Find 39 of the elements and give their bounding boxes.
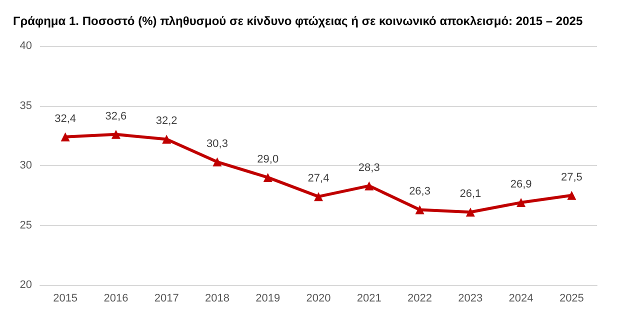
data-label: 26,3 [409, 186, 430, 198]
y-tick-label: 20 [20, 279, 32, 291]
data-label: 26,1 [460, 188, 482, 200]
point [111, 130, 120, 139]
x-tick-label: 2018 [204, 292, 230, 304]
data-label: 26,9 [510, 178, 532, 191]
point [212, 157, 222, 166]
point [314, 192, 323, 202]
data-label: 28,3 [358, 162, 380, 174]
point [567, 190, 576, 200]
x-tick-label: 2019 [256, 292, 280, 304]
point [60, 132, 70, 142]
point [415, 205, 424, 214]
data-label: 32,4 [54, 112, 76, 125]
y-tick-label: 40 [20, 40, 32, 52]
point [466, 208, 475, 217]
point [516, 198, 526, 208]
data-label: 27,5 [560, 171, 582, 184]
x-tick-label: 2025 [559, 292, 584, 304]
data-label: 32,6 [105, 110, 127, 122]
x-tick-label: 2024 [508, 292, 534, 304]
x-tick-label: 2023 [458, 292, 483, 304]
x-tick-label: 2020 [306, 292, 331, 304]
point [162, 134, 172, 144]
x-tick-label: 2016 [104, 292, 128, 304]
point [263, 172, 272, 182]
data-label: 30,3 [206, 138, 228, 150]
data-label: 29,0 [257, 153, 279, 166]
y-tick-label: 35 [20, 100, 32, 112]
x-tick-label: 2022 [408, 292, 432, 304]
x-tick-label: 2021 [356, 292, 382, 304]
y-tick-label: 25 [20, 219, 32, 232]
point [364, 181, 374, 190]
y-tick-label: 30 [20, 160, 32, 172]
chart-title: Γράφημα 1. Ποσοστό (%) πληθυσμού σε κίνδυνο φτώχειας ή σε κοινωνικό αποκλεισμό: 2015 – 2025 [13, 14, 583, 28]
x-tick-label: 2017 [154, 292, 179, 304]
x-tick-label: 2015 [53, 292, 78, 304]
data-label: 27,4 [308, 172, 330, 185]
data-label: 32,2 [156, 115, 178, 128]
